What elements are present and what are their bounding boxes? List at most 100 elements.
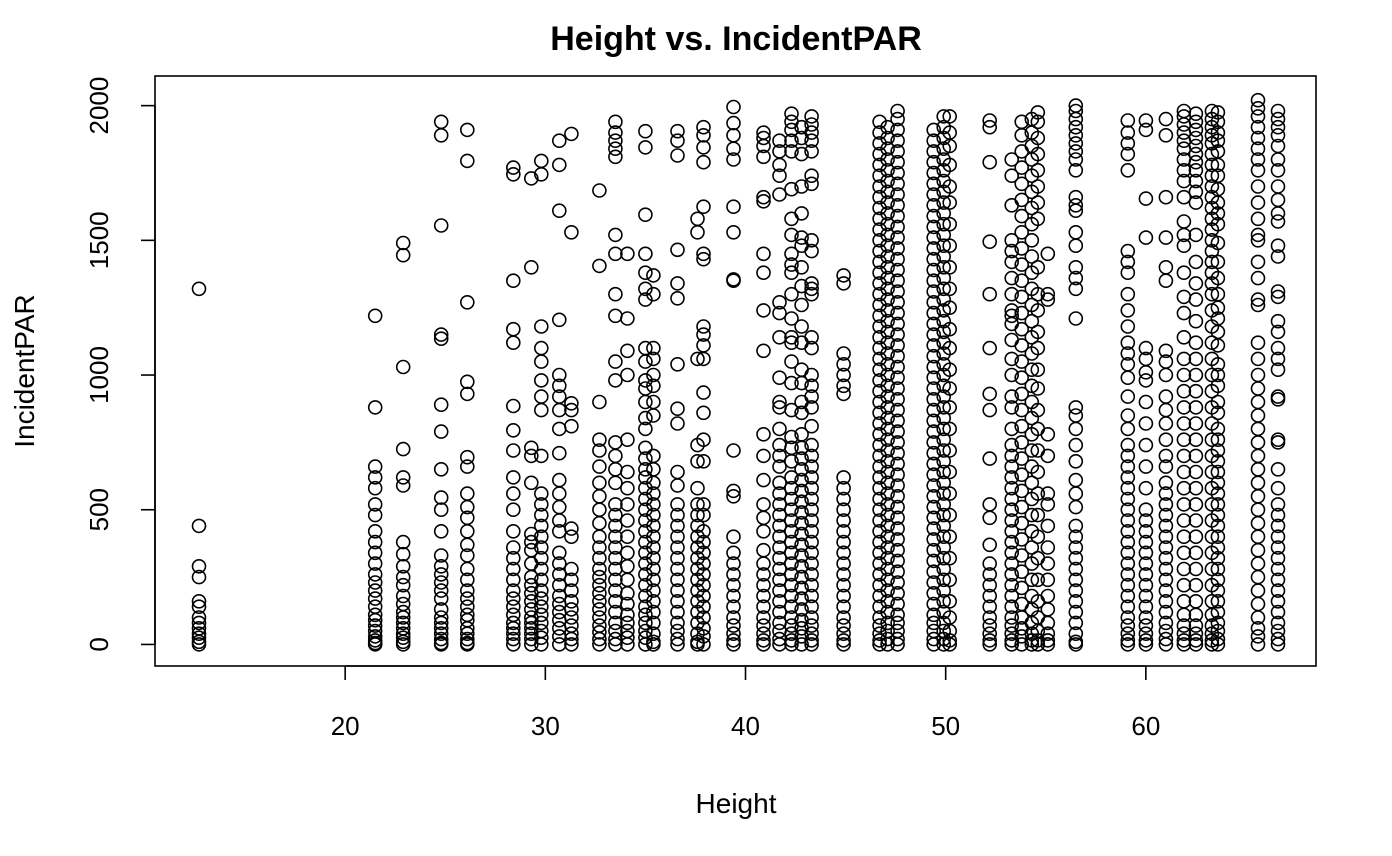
- data-point: [794, 637, 809, 652]
- data-point: [880, 195, 895, 210]
- data-point: [1120, 491, 1136, 507]
- data-point: [1176, 448, 1192, 464]
- data-point: [942, 109, 958, 124]
- data-point: [696, 523, 711, 539]
- data-point: [872, 513, 887, 528]
- data-point: [646, 518, 661, 534]
- data-point: [646, 626, 661, 642]
- data-point: [1030, 340, 1046, 356]
- data-point: [690, 225, 705, 240]
- data-point: [880, 356, 895, 372]
- data-point: [926, 553, 942, 569]
- data-point: [1250, 620, 1266, 636]
- data-point: [395, 569, 411, 585]
- data-point: [1138, 459, 1154, 474]
- data-point: [1250, 529, 1266, 545]
- data-point: [1004, 491, 1020, 507]
- data-point: [1004, 367, 1020, 383]
- data-point: [880, 507, 895, 523]
- data-point: [804, 243, 819, 259]
- data-point: [690, 507, 705, 523]
- data-point: [756, 138, 771, 154]
- data-point: [1188, 335, 1204, 351]
- data-point: [936, 453, 952, 469]
- data-point: [696, 588, 711, 604]
- data-point: [872, 168, 887, 183]
- data-point: [638, 410, 653, 426]
- data-point: [1176, 351, 1192, 367]
- data-point: [592, 258, 607, 274]
- data-point: [564, 631, 579, 647]
- data-point: [1188, 577, 1204, 593]
- data-point: [1004, 567, 1020, 582]
- data-point: [1250, 448, 1266, 464]
- data-point: [646, 268, 661, 283]
- data-point: [670, 497, 685, 512]
- data-point: [1250, 629, 1266, 644]
- data-point: [942, 259, 958, 275]
- data-point: [1204, 561, 1220, 577]
- data-point: [1188, 138, 1204, 154]
- data-point: [1068, 119, 1084, 135]
- data-point: [1040, 637, 1056, 652]
- data-point: [726, 128, 741, 143]
- data-point: [551, 203, 567, 218]
- data-point: [620, 637, 635, 652]
- data-point: [756, 599, 771, 615]
- data-point: [772, 561, 787, 577]
- data-point: [592, 459, 607, 474]
- data-point: [670, 518, 685, 534]
- data-point: [367, 523, 383, 539]
- data-point: [1004, 618, 1020, 633]
- data-point: [1210, 637, 1226, 652]
- data-point: [794, 461, 809, 477]
- data-point: [1250, 596, 1266, 612]
- data-point: [804, 534, 819, 550]
- data-point: [936, 540, 952, 555]
- data-point: [505, 615, 521, 631]
- data-point: [367, 607, 383, 623]
- data-point: [1120, 346, 1136, 361]
- data-point: [794, 335, 809, 351]
- data-point: [696, 577, 711, 593]
- data-point: [1138, 626, 1154, 642]
- data-point: [1176, 189, 1192, 205]
- data-point: [1030, 381, 1046, 396]
- data-point: [1030, 211, 1046, 227]
- data-point: [1188, 254, 1204, 270]
- data-point: [696, 319, 711, 334]
- data-point: [836, 346, 851, 361]
- data-point: [1024, 313, 1040, 329]
- data-point: [1158, 550, 1174, 566]
- data-point: [836, 633, 851, 648]
- data-point: [505, 502, 521, 518]
- data-point: [191, 599, 207, 615]
- data-point: [890, 316, 905, 332]
- data-point: [696, 556, 711, 571]
- data-point: [1120, 408, 1136, 423]
- data-point: [1068, 486, 1084, 501]
- data-point: [696, 119, 711, 135]
- data-point: [794, 505, 809, 520]
- data-point: [880, 378, 895, 394]
- data-point: [880, 292, 895, 307]
- data-point: [1270, 435, 1286, 450]
- data-point: [1024, 443, 1040, 458]
- data-point: [772, 604, 787, 620]
- data-point: [1158, 604, 1174, 620]
- data-point: [670, 416, 685, 431]
- data-point: [1250, 435, 1266, 450]
- data-point: [533, 540, 549, 555]
- data-point: [926, 338, 942, 353]
- data-point: [367, 556, 383, 571]
- data-point: [872, 416, 887, 431]
- data-point: [1138, 122, 1154, 138]
- data-point: [1040, 426, 1056, 442]
- data-point: [890, 381, 905, 396]
- data-point: [880, 119, 895, 135]
- y-axis-label: IncidentPAR: [9, 294, 40, 448]
- data-point: [670, 478, 685, 493]
- data-point: [926, 445, 942, 461]
- data-point: [523, 259, 539, 275]
- data-point: [564, 593, 579, 609]
